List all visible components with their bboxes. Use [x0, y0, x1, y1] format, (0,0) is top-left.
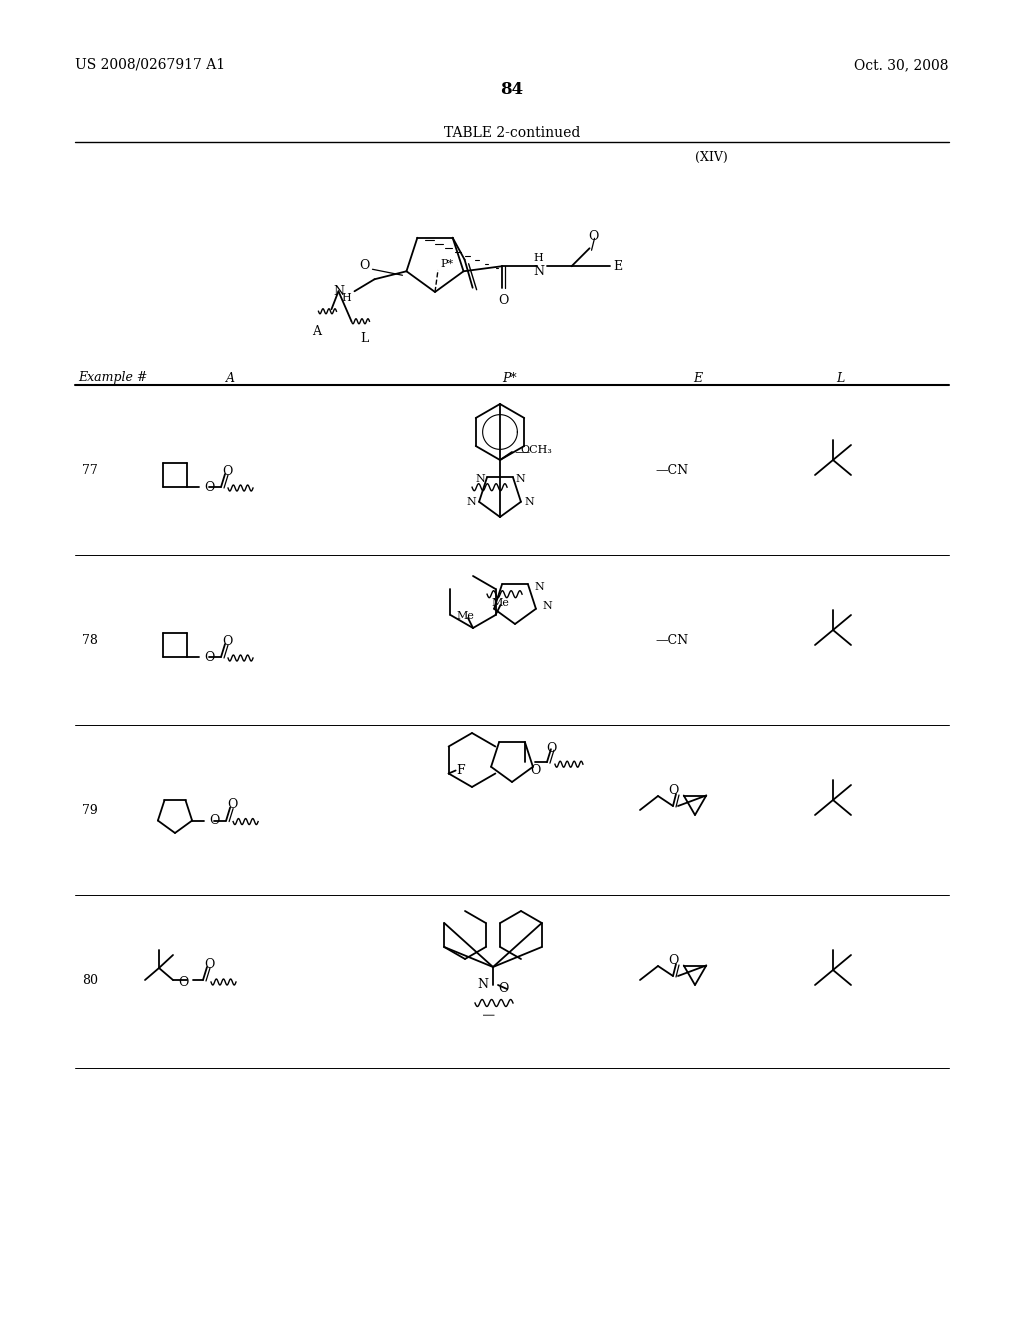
- Text: O: O: [204, 480, 214, 494]
- Text: O: O: [178, 975, 188, 989]
- Text: O: O: [204, 651, 214, 664]
- Text: US 2008/0267917 A1: US 2008/0267917 A1: [75, 58, 225, 73]
- Text: (XIV): (XIV): [695, 150, 728, 164]
- Text: O: O: [498, 982, 508, 995]
- Text: A: A: [225, 371, 234, 384]
- Text: O: O: [668, 953, 678, 966]
- Text: O: O: [589, 230, 599, 243]
- Text: O: O: [209, 814, 219, 828]
- Text: P*: P*: [503, 371, 517, 384]
- Text: 84: 84: [501, 82, 523, 99]
- Text: N: N: [475, 474, 485, 484]
- Text: L: L: [360, 331, 369, 345]
- Text: O: O: [359, 259, 370, 272]
- Text: O: O: [222, 635, 232, 648]
- Text: O: O: [530, 764, 541, 776]
- Text: O: O: [668, 784, 678, 796]
- Text: N: N: [333, 285, 344, 298]
- Text: O: O: [227, 799, 238, 810]
- Text: 79: 79: [82, 804, 97, 817]
- Text: O: O: [547, 742, 557, 755]
- Text: Me: Me: [456, 611, 474, 620]
- Text: E: E: [613, 260, 623, 273]
- Text: OCH₃: OCH₃: [520, 445, 552, 455]
- Text: N: N: [466, 496, 476, 507]
- Text: O: O: [222, 465, 232, 478]
- Text: L: L: [836, 371, 844, 384]
- Text: N: N: [543, 601, 553, 611]
- Text: 77: 77: [82, 463, 97, 477]
- Text: N: N: [524, 496, 534, 507]
- Text: F: F: [457, 764, 465, 777]
- Text: H: H: [342, 293, 351, 304]
- Text: P*: P*: [440, 259, 454, 269]
- Text: H: H: [534, 253, 544, 263]
- Text: N: N: [535, 582, 545, 593]
- Text: N: N: [477, 978, 488, 991]
- Text: O: O: [499, 294, 509, 306]
- Text: N: N: [515, 474, 525, 484]
- Text: TABLE 2-continued: TABLE 2-continued: [443, 125, 581, 140]
- Text: |: |: [482, 1011, 494, 1015]
- Text: —CN: —CN: [655, 634, 688, 647]
- Text: —: —: [514, 445, 529, 459]
- Text: 78: 78: [82, 634, 98, 647]
- Text: A: A: [312, 325, 321, 338]
- Text: —CN: —CN: [655, 463, 688, 477]
- Text: E: E: [693, 371, 702, 384]
- Text: N: N: [534, 265, 544, 277]
- Text: Me: Me: [492, 598, 510, 609]
- Text: Oct. 30, 2008: Oct. 30, 2008: [854, 58, 949, 73]
- Text: O: O: [204, 958, 214, 972]
- Text: Example #: Example #: [78, 371, 147, 384]
- Text: 80: 80: [82, 974, 98, 986]
